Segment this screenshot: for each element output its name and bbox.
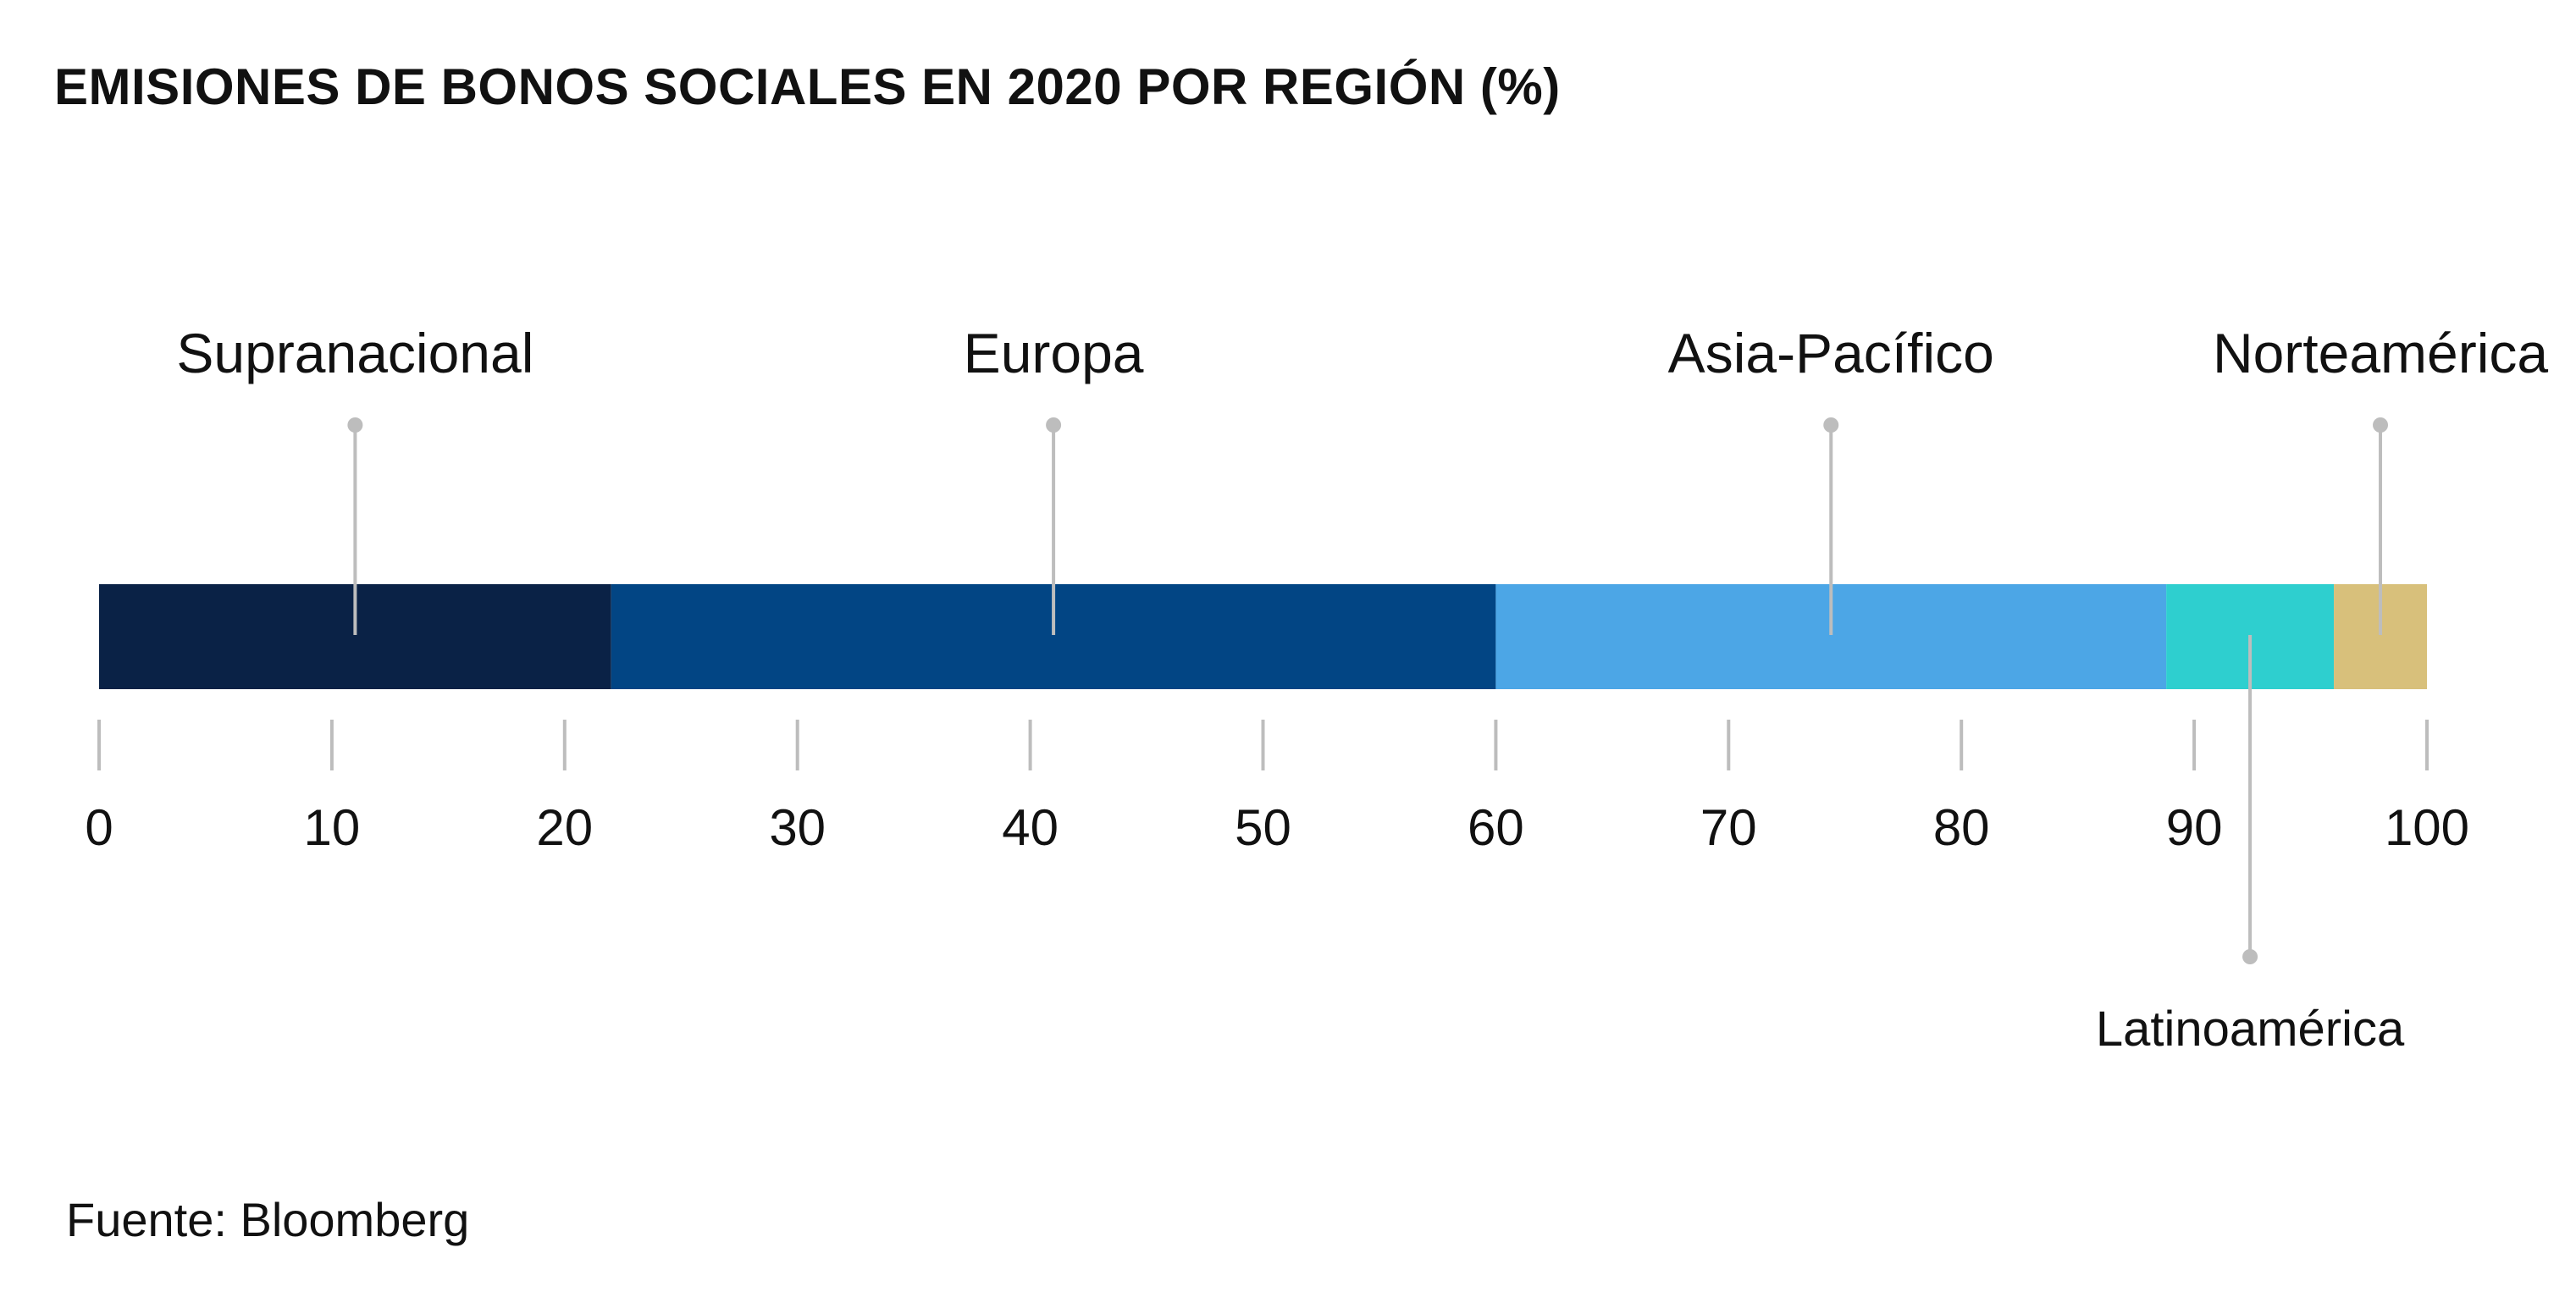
axis-tick-label-100: 100 (2385, 799, 2469, 856)
source-note: Fuente: Bloomberg (66, 1193, 470, 1246)
axis-tick-labels: 0 10 20 30 40 50 60 70 80 90 100 (85, 799, 2469, 856)
axis-tick-label-60: 60 (1468, 799, 1524, 856)
chart-title: EMISIONES DE BONOS SOCIALES EN 2020 POR … (54, 58, 1561, 115)
axis-ticks (97, 720, 2429, 770)
bar-segments (99, 584, 2427, 689)
segment-label-supranacional: Supranacional (176, 322, 533, 384)
leader-dot-supranacional (347, 417, 363, 433)
segment-label-europa: Europa (964, 322, 1144, 384)
axis-tick-label-20: 20 (536, 799, 593, 856)
segment-label-norteamerica: Norteamérica (2213, 322, 2548, 384)
axis-tick-label-80: 80 (1933, 799, 1990, 856)
axis-tick-label-90: 90 (2166, 799, 2223, 856)
axis-tick-label-40: 40 (1002, 799, 1059, 856)
segment-label-asia-pacifico: Asia-Pacífico (1668, 322, 1994, 384)
axis-tick-label-30: 30 (769, 799, 826, 856)
leader-dot-norteamerica (2373, 417, 2389, 433)
axis-tick-label-0: 0 (85, 799, 113, 856)
axis-tick-label-50: 50 (1235, 799, 1291, 856)
segment-labels: Supranacional Europa Asia-Pacífico Latinoam… (176, 322, 2548, 1057)
leader-dot-asia-pacifico (1823, 417, 1839, 433)
leader-dot-europa (1046, 417, 1062, 433)
axis-tick-label-70: 70 (1700, 799, 1757, 856)
leader-lines (347, 417, 2389, 964)
axis-tick-label-10: 10 (304, 799, 361, 856)
segment-label-latinoamerica: Latinoamérica (2096, 1002, 2405, 1057)
leader-dot-latinoamerica (2242, 949, 2258, 964)
